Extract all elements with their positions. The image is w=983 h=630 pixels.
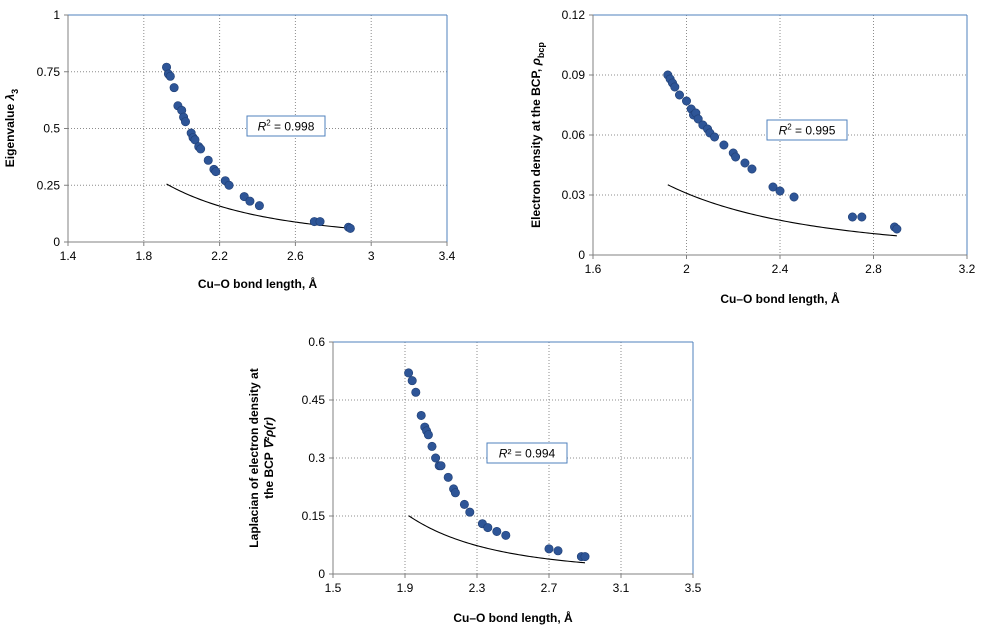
trendline (667, 184, 897, 237)
trendline (408, 515, 586, 564)
x-tick-label: 2.2 (211, 249, 228, 263)
data-point (254, 201, 264, 211)
data-point (459, 499, 469, 509)
data-point (693, 114, 703, 124)
data-point (345, 223, 355, 233)
r-squared-label: R2 = 0.998 (258, 119, 315, 134)
r-squared-box (766, 119, 848, 141)
data-point (740, 158, 750, 168)
data-point (407, 376, 417, 386)
data-point (224, 180, 234, 190)
data-point (165, 71, 175, 81)
data-point (196, 144, 206, 154)
r-squared-label: R2 = 0.995 (779, 123, 836, 138)
x-tick-label: 2.8 (865, 262, 882, 276)
y-tick-label: 0.12 (562, 8, 586, 22)
data-point (416, 410, 426, 420)
data-point (211, 167, 221, 177)
data-point (719, 140, 729, 150)
y-tick-label: 0 (53, 235, 60, 249)
x-tick-label: 1.8 (135, 249, 152, 263)
data-point (544, 544, 554, 554)
data-point (190, 135, 200, 145)
x-tick-label: 3.2 (959, 262, 976, 276)
r-squared-label: R² = 0.994 (499, 447, 556, 461)
x-tick-label: 2 (683, 262, 690, 276)
chart-1: 1.4 1.8 2.2 2.6 3 3.4 0 0.25 0.5 0.75 1 R2 = 0.998 C… (3, 8, 456, 291)
x-tick-label: 3.1 (613, 581, 630, 595)
data-point (245, 196, 255, 206)
data-point (681, 96, 691, 106)
y-tick-label: 0.5 (43, 122, 60, 136)
x-tick-label: 2.3 (469, 581, 486, 595)
x-tick-label: 1.6 (585, 262, 602, 276)
data-point (411, 387, 421, 397)
data-point (789, 192, 799, 202)
y-tick-label: 0.03 (562, 188, 586, 202)
data-point (427, 441, 437, 451)
x-axis-title: Cu–O bond length, Å (453, 610, 573, 625)
data-point (674, 90, 684, 100)
x-tick-label: 1.9 (397, 581, 414, 595)
x-tick-label: 3.5 (685, 581, 702, 595)
x-tick-label: 3 (368, 249, 375, 263)
data-point (747, 164, 757, 174)
y-tick-label: 0.75 (37, 65, 61, 79)
data-point (847, 212, 857, 222)
x-tick-label: 2.7 (541, 581, 558, 595)
y-axis-title-line2: the BCP ∇²ρ(r) (262, 417, 276, 499)
data-point (768, 182, 778, 192)
y-tick-label: 1 (53, 8, 60, 22)
x-tick-label: 1.5 (325, 581, 342, 595)
data-point (180, 117, 190, 127)
chart-2: 1.6 2 2.4 2.8 3.2 0 0.03 0.06 0.09 0.12 R2 = 0.995… (529, 8, 976, 306)
y-tick-label: 0.09 (562, 68, 586, 82)
chart-3: 1.5 1.9 2.3 2.7 3.1 3.5 0 0.15 0.3 0.45 0.6 R² = 0.… (247, 335, 702, 625)
data-point (501, 530, 511, 540)
data-point (710, 132, 720, 142)
y-axis-title: Electron density at the BCP, ρbcp (529, 42, 546, 228)
data-point (670, 82, 680, 92)
y-tick-label: 0.06 (562, 128, 586, 142)
data-point (465, 507, 475, 517)
data-point (169, 83, 179, 93)
x-axis-title: Cu–O bond length, Å (198, 276, 318, 291)
data-point (731, 152, 741, 162)
y-axis-title: Eigenvalue λ3 (3, 89, 20, 167)
x-axis-title: Cu–O bond length, Å (720, 291, 840, 306)
r-squared-box (246, 115, 326, 137)
data-point (450, 488, 460, 498)
data-point (775, 186, 785, 196)
data-point (404, 368, 414, 378)
y-tick-label: 0.45 (302, 393, 326, 407)
data-point (431, 453, 441, 463)
y-axis-title-line1: Laplacian of electron density at (247, 368, 261, 547)
x-tick-label: 1.4 (60, 249, 77, 263)
r-squared-box (486, 442, 568, 464)
x-tick-label: 2.4 (772, 262, 789, 276)
data-point (443, 472, 453, 482)
y-tick-label: 0.3 (308, 451, 325, 465)
y-tick-label: 0.15 (302, 509, 326, 523)
data-point (892, 224, 902, 234)
y-tick-label: 0.25 (37, 178, 61, 192)
x-tick-label: 2.6 (287, 249, 304, 263)
y-tick-label: 0 (578, 248, 585, 262)
data-point (483, 523, 493, 533)
y-tick-label: 0 (318, 567, 325, 581)
data-point (492, 526, 502, 536)
data-point (553, 546, 563, 556)
x-tick-label: 3.4 (439, 249, 456, 263)
y-tick-label: 0.6 (308, 335, 325, 349)
data-point (203, 155, 213, 165)
data-point (436, 461, 446, 471)
data-point (315, 217, 325, 227)
data-point (423, 430, 433, 440)
data-point (580, 552, 590, 562)
data-point (857, 212, 867, 222)
